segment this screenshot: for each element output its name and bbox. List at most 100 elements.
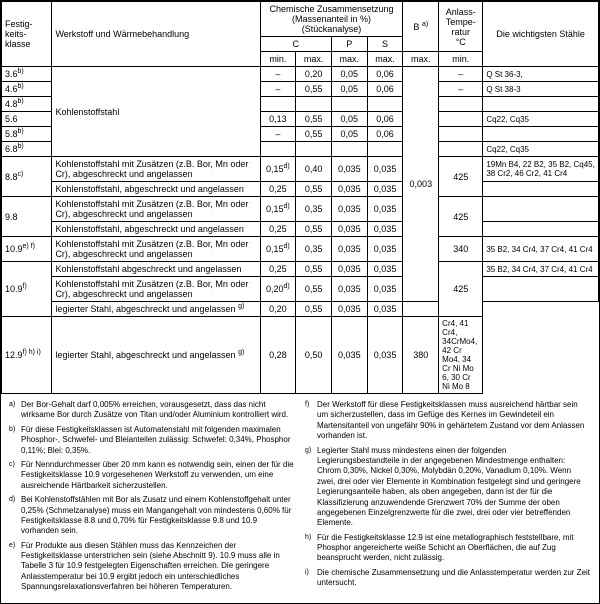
- cell-stahl: [483, 222, 599, 237]
- footnote: g)Legierter Stahl muss mindestens einen …: [305, 446, 591, 529]
- footnote-mark: g): [305, 446, 317, 529]
- cell-klasse: 5.8b): [2, 127, 52, 142]
- cell-s: 0,035: [367, 317, 403, 394]
- cell-p: 0,05: [331, 112, 367, 127]
- footnote-mark: h): [305, 533, 317, 564]
- cell-cmax: 0,55: [296, 112, 332, 127]
- table-row: Kohlenstoffstahl mit Zusätzen (z.B. Bor,…: [2, 277, 599, 302]
- cell-cmin: –: [260, 67, 296, 82]
- header-werkstoff: Werkstoff und Wärmebehandlung: [52, 2, 260, 67]
- table-row: Kohlenstoffstahl, abgeschreckt und angel…: [2, 222, 599, 237]
- cell-cmin: 0,28: [260, 317, 296, 394]
- table-row: legierter Stahl, abgeschreckt und angela…: [2, 302, 599, 317]
- footnotes: a)Der Bor-Gehalt darf 0,005% erreichen, …: [1, 394, 599, 603]
- cell-cmin: [260, 97, 296, 112]
- cell-cmax: 0,35: [296, 237, 332, 262]
- footnote-text: Für Produkte aus diesen Stählen muss das…: [21, 541, 295, 593]
- cell-stahl: 19Mn B4, 22 B2, 35 B2, Cq45, 38 Cr2, 46 …: [483, 157, 599, 182]
- main-table: Festig-keits-klasse Werkstoff und Wärmeb…: [1, 1, 599, 394]
- header-wichtig: Die wichtigsten Stähle: [483, 2, 599, 67]
- cell-cmax: 0,55: [296, 127, 332, 142]
- footnote-text: Legierter Stahl muss mindestens einen de…: [317, 446, 591, 529]
- cell-cmax: [296, 97, 332, 112]
- header-cmax: max.: [296, 52, 332, 67]
- cell-s: 0,035: [367, 277, 403, 302]
- header-bmax: max.: [403, 52, 439, 67]
- cell-cmin: 0,20d): [260, 277, 296, 302]
- footnotes-right: f)Der Werkstoff für diese Festigkeitskla…: [305, 400, 591, 597]
- table-body: 3.6b)Kohlenstoffstahl–0,200,050,060,003–…: [2, 67, 599, 394]
- header-c: C: [260, 37, 331, 52]
- cell-werkstoff: Kohlenstoffstahl mit Zusätzen (z.B. Bor,…: [52, 237, 260, 262]
- cell-cmin: 0,25: [260, 182, 296, 197]
- cell-p: 0,05: [331, 67, 367, 82]
- footnote: e)Für Produkte aus diesen Stählen muss d…: [9, 541, 295, 593]
- cell-cmin: 0,15d): [260, 157, 296, 182]
- cell-p: 0,035: [331, 197, 367, 222]
- table-head: Festig-keits-klasse Werkstoff und Wärmeb…: [2, 2, 599, 67]
- header-festigkeit: Festig-keits-klasse: [2, 2, 52, 67]
- cell-cmin: 0,25: [260, 222, 296, 237]
- cell-cmin: 0,15d): [260, 197, 296, 222]
- footnote-text: Der Bor-Gehalt darf 0,005% erreichen, vo…: [21, 400, 295, 421]
- footnote: h)Für die Festigkeitsklasse 12.9 ist ein…: [305, 533, 591, 564]
- cell-temp: [439, 97, 483, 112]
- table-row: 10.9f)Kohlenstoffstahl abgeschreckt und …: [2, 262, 599, 277]
- cell-werkstoff: Kohlenstoffstahl mit Zusätzen (z.B. Bor,…: [52, 277, 260, 302]
- footnote-mark: a): [9, 400, 21, 421]
- cell-temp: 425: [439, 197, 483, 237]
- cell-cmax: 0,20: [296, 67, 332, 82]
- cell-s: 0,06: [367, 67, 403, 82]
- cell-stahl: Cq22, Cq35: [483, 142, 599, 157]
- cell-cmax: 0,35: [296, 197, 332, 222]
- cell-werkstoff: Kohlenstoffstahl: [52, 67, 260, 157]
- footnote-text: Für diese Festigkeitsklassen ist Automat…: [21, 425, 295, 456]
- cell-cmin: –: [260, 82, 296, 97]
- footnote-text: Die chemische Zusammensetzung und die An…: [317, 568, 591, 589]
- table-row: 3.6b)Kohlenstoffstahl–0,200,050,060,003–…: [2, 67, 599, 82]
- footnote: a)Der Bor-Gehalt darf 0,005% erreichen, …: [9, 400, 295, 421]
- cell-stahl: 35 B2, 34 Cr4, 37 Cr4, 41 Cr4: [483, 237, 599, 262]
- footnote-text: Bei Kohlenstoffstählen mit Bor als Zusat…: [21, 495, 295, 537]
- cell-cmin: [260, 142, 296, 157]
- cell-cmax: 0,55: [296, 262, 332, 277]
- cell-stahl: [483, 197, 599, 222]
- cell-werkstoff: Kohlenstoffstahl mit Zusätzen (z.B. Bor,…: [52, 157, 260, 182]
- header-chem: Chemische Zusammensetzung (Massenanteil …: [260, 2, 403, 37]
- cell-werkstoff: legierter Stahl, abgeschreckt und angela…: [52, 317, 260, 394]
- footnote: c)Für Nenndurchmesser über 20 mm kann es…: [9, 460, 295, 491]
- footnote: b)Für diese Festigkeitsklassen ist Autom…: [9, 425, 295, 456]
- footnote-mark: d): [9, 495, 21, 537]
- header-pmax: max.: [331, 52, 367, 67]
- header-b-label: B: [413, 22, 419, 32]
- cell-s: 0,06: [367, 127, 403, 142]
- cell-cmax: [296, 142, 332, 157]
- cell-klasse: 12.9f) h) i): [2, 317, 52, 394]
- table-row: 12.9f) h) i)legierter Stahl, abgeschreck…: [2, 317, 599, 394]
- footnote: d)Bei Kohlenstoffstählen mit Bor als Zus…: [9, 495, 295, 537]
- header-anlass-unit: °C: [456, 37, 466, 47]
- cell-klasse: 6.8b): [2, 142, 52, 157]
- header-s: S: [367, 37, 403, 52]
- cell-cmin: 0,15d): [260, 237, 296, 262]
- cell-stahl: [483, 127, 599, 142]
- footnote-mark: f): [305, 400, 317, 442]
- cell-temp: [439, 142, 483, 157]
- cell-cmax: 0,55: [296, 82, 332, 97]
- cell-klasse: 3.6b): [2, 67, 52, 82]
- table-container: Festig-keits-klasse Werkstoff und Wärmeb…: [0, 0, 600, 604]
- header-anlass-text: Anlass-Tempe-ratur: [446, 7, 476, 37]
- cell-temp: [439, 112, 483, 127]
- footnote: f)Der Werkstoff für diese Festigkeitskla…: [305, 400, 591, 442]
- cell-cmax: 0,55: [296, 302, 332, 317]
- cell-stahl: Q St 36-3,: [483, 67, 599, 82]
- footnote-text: Für Nenndurchmesser über 20 mm kann es n…: [21, 460, 295, 491]
- cell-cmax: 0,40: [296, 157, 332, 182]
- cell-p: 0,035: [331, 317, 367, 394]
- cell-s: 0,035: [367, 157, 403, 182]
- cell-s: 0,035: [367, 182, 403, 197]
- cell-temp: –: [439, 82, 483, 97]
- cell-temp: –: [439, 67, 483, 82]
- header-b: B a): [403, 2, 439, 52]
- cell-stahl: 35 B2, 34 Cr4, 37 Cr4, 41 Cr4: [483, 262, 599, 277]
